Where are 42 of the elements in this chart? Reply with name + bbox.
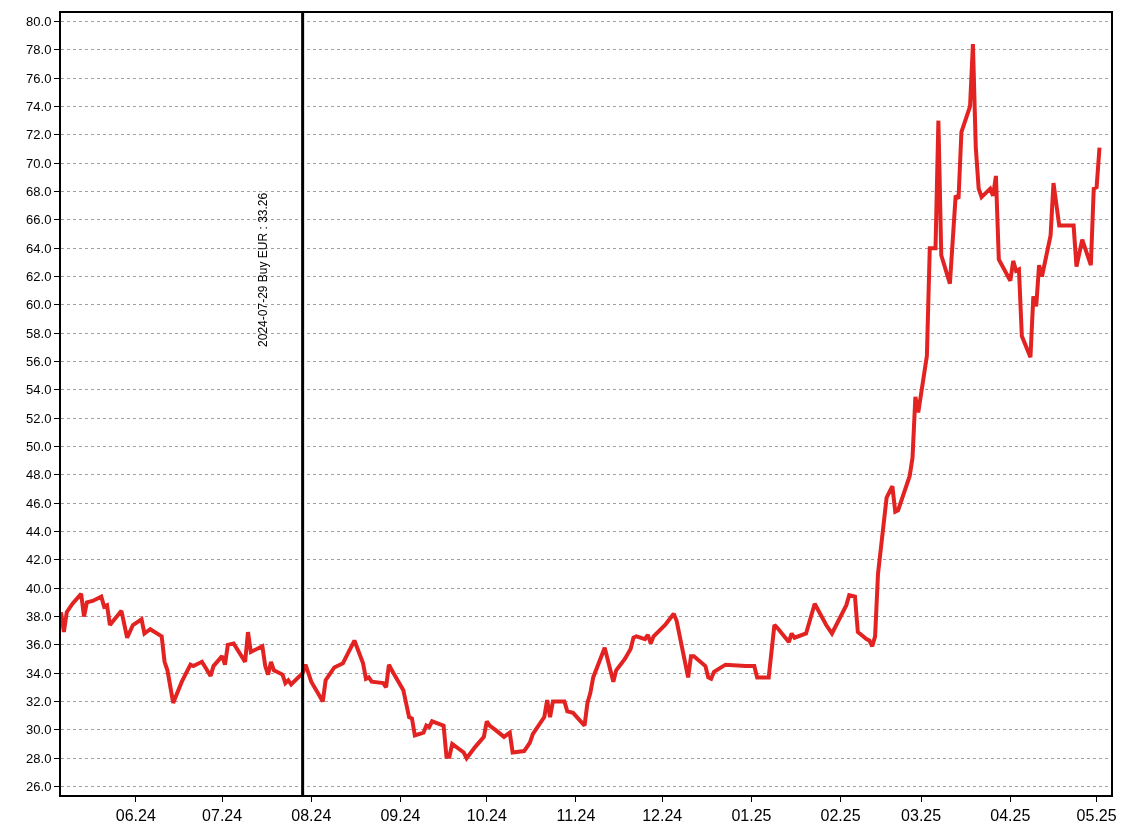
y-tick-label: 40.0 xyxy=(26,580,52,596)
x-tick-label: 11.24 xyxy=(556,807,596,825)
y-tick-label: 58.0 xyxy=(26,325,52,341)
y-tick-label: 32.0 xyxy=(26,694,52,710)
ref-line-label: 2024-07-29 Buy EUR : 33.26 xyxy=(256,192,271,347)
x-tick-label: 05.25 xyxy=(1076,807,1117,825)
y-tick-label: 56.0 xyxy=(26,354,52,370)
y-tick-label: 68.0 xyxy=(26,184,52,200)
line-series xyxy=(61,42,1102,761)
y-tick-label: 46.0 xyxy=(26,495,52,511)
y-tick-label: 52.0 xyxy=(26,410,52,426)
x-tick-label: 09.24 xyxy=(380,807,421,825)
x-tick-label: 07.24 xyxy=(202,807,243,825)
x-tick-label: 12.24 xyxy=(642,807,683,825)
y-tick-label: 34.0 xyxy=(26,665,52,681)
y-tick-label: 78.0 xyxy=(26,42,52,58)
y-tick-label: 28.0 xyxy=(26,750,52,766)
y-tick-label: 54.0 xyxy=(26,382,52,398)
y-tick-label: 30.0 xyxy=(26,722,52,738)
y-tick-label: 44.0 xyxy=(26,524,52,540)
y-tick-label: 74.0 xyxy=(26,99,52,115)
x-tick-label: 02.25 xyxy=(820,807,861,825)
y-tick-label: 50.0 xyxy=(26,439,52,455)
x-tick-label: 08.24 xyxy=(291,807,332,825)
x-tick-label: 01.25 xyxy=(731,807,772,825)
y-tick-label: 42.0 xyxy=(26,552,52,568)
x-tick-label: 06.24 xyxy=(115,807,156,825)
y-tick-label: 70.0 xyxy=(26,155,52,171)
y-tick-label: 48.0 xyxy=(26,467,52,483)
y-tick-label: 64.0 xyxy=(26,240,52,256)
x-tick-label: 04.25 xyxy=(990,807,1031,825)
x-tick-label: 03.25 xyxy=(901,807,942,825)
y-tick-label: 72.0 xyxy=(26,127,52,143)
x-tick-label: 10.24 xyxy=(466,807,507,825)
y-tick-label: 80.0 xyxy=(26,14,52,30)
y-tick-label: 76.0 xyxy=(26,70,52,86)
y-tick-label: 62.0 xyxy=(26,269,52,285)
y-tick-label: 60.0 xyxy=(26,297,52,313)
y-tick-label: 66.0 xyxy=(26,212,52,228)
y-tick-label: 26.0 xyxy=(26,779,52,795)
y-tick-label: 38.0 xyxy=(26,609,52,625)
y-tick-label: 36.0 xyxy=(26,637,52,653)
